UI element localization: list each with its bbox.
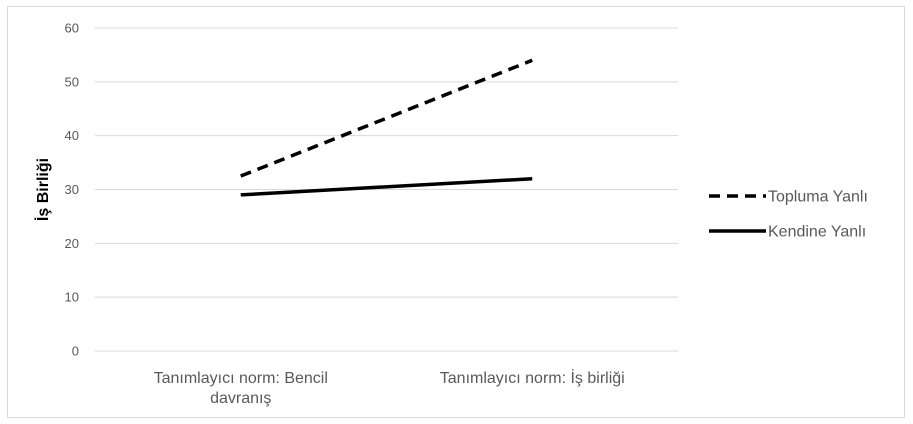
x-category-label: Tanımlayıcı norm: İş birliği [440, 368, 625, 387]
y-tick-label: 50 [65, 74, 79, 89]
legend: Topluma Yanlı Kendine Yanlı [709, 189, 868, 241]
x-category-label-line: davranış [210, 390, 271, 407]
x-category-label: Tanımlayıcı norm: Bencil davranış [154, 370, 328, 407]
chart-frame [7, 6, 905, 418]
series-line-1 [240, 176, 533, 197]
series-lines [240, 58, 533, 197]
x-category-label-line: Tanımlayıcı norm: İş birliği [440, 368, 625, 387]
y-tick-label: 0 [72, 344, 79, 359]
y-axis-ticks: 0 10 20 30 40 50 60 [65, 21, 79, 359]
y-tick-label: 30 [65, 182, 79, 197]
y-tick-label: 60 [65, 21, 79, 36]
series-line-0 [240, 58, 533, 178]
y-tick-label: 10 [65, 290, 79, 305]
legend-label: Kendine Yanlı [768, 224, 866, 241]
gridlines [95, 27, 678, 298]
y-axis-label: İş Birliği [34, 158, 52, 221]
legend-label: Topluma Yanlı [768, 189, 868, 206]
x-axis-categories: Tanımlayıcı norm: Bencil davranışTanımlay… [154, 368, 625, 407]
x-category-label-line: Tanımlayıcı norm: Bencil [154, 370, 328, 387]
y-tick-label: 40 [65, 128, 79, 143]
y-tick-label: 20 [65, 236, 79, 251]
